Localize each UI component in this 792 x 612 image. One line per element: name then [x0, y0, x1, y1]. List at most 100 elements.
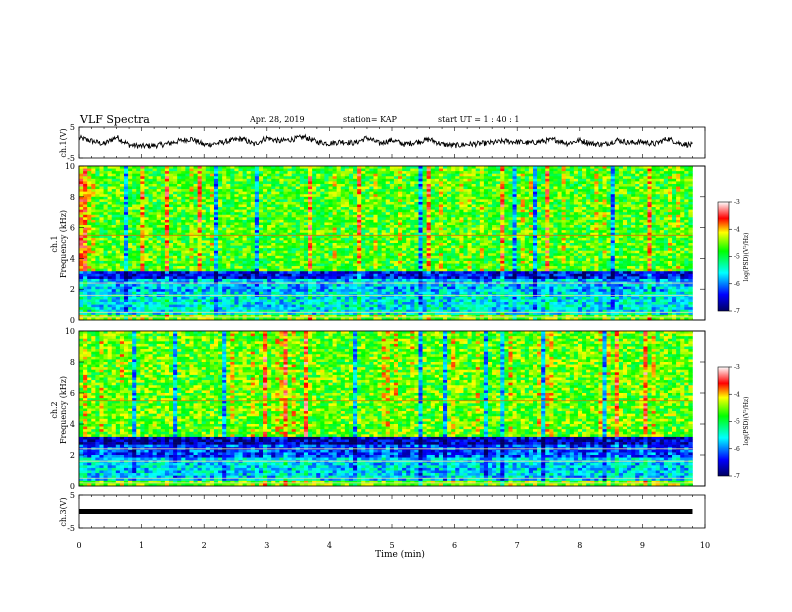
spectrogram-cell	[251, 194, 255, 197]
spectrogram-cell	[578, 194, 582, 197]
spectrogram-cell	[271, 212, 275, 215]
spectrogram-cell	[558, 199, 562, 202]
spectrogram-cell	[443, 194, 447, 197]
spectrogram-cell	[574, 197, 578, 200]
spectrogram-cell	[431, 184, 435, 187]
spectrogram-cell	[140, 215, 144, 218]
spectrogram-cell	[603, 202, 607, 205]
spectrogram-cell	[443, 199, 447, 202]
spectrogram-cell	[631, 202, 635, 205]
spectrogram-cell	[202, 174, 206, 177]
spectrogram-cell	[574, 207, 578, 210]
spectrogram-cell	[341, 176, 345, 179]
spectrogram-cell	[177, 174, 181, 177]
spectrogram-cell	[545, 192, 549, 195]
spectrogram-cell	[300, 210, 304, 213]
spectrogram-cell	[418, 212, 422, 215]
spectrogram-cell	[676, 202, 680, 205]
spectrogram-cell	[345, 184, 349, 187]
spectrogram-cell	[476, 202, 480, 205]
spectrogram-cell	[214, 197, 218, 200]
spectrogram-cell	[500, 176, 504, 179]
spectrogram-cell	[83, 187, 87, 190]
spectrogram-cell	[480, 202, 484, 205]
spectrogram-cell	[206, 199, 210, 202]
spectrogram-cell	[615, 189, 619, 192]
spectrogram-cell	[463, 181, 467, 184]
spectrogram-cell	[492, 207, 496, 210]
spectrogram-cell	[492, 215, 496, 218]
spectrogram-cell	[451, 215, 455, 218]
spectrogram-cell	[459, 169, 463, 172]
spectrogram-cell	[283, 217, 287, 220]
spectrogram-cell	[500, 169, 504, 172]
spectrogram-cell	[226, 189, 230, 192]
spectrogram-cell	[120, 181, 124, 184]
spectrogram-cell	[267, 184, 271, 187]
spectrogram-cell	[349, 205, 353, 208]
spectrogram-cell	[112, 179, 116, 182]
spectrogram-cell	[279, 169, 283, 172]
spectrogram-cell	[635, 192, 639, 195]
spectrogram-cell	[652, 184, 656, 187]
spectrogram-cell	[566, 207, 570, 210]
spectrogram-cell	[672, 171, 676, 174]
spectrogram-cell	[161, 215, 165, 218]
spectrogram-cell	[255, 176, 259, 179]
spectrogram-cell	[398, 166, 402, 169]
spectrogram-cell	[275, 197, 279, 200]
spectrogram-cell	[189, 176, 193, 179]
spectrogram-cell	[324, 187, 328, 190]
spectrogram-cell	[615, 194, 619, 197]
spectrogram-cell	[378, 189, 382, 192]
spectrogram-cell	[635, 210, 639, 213]
spectrogram-cell	[341, 210, 345, 213]
spectrogram-cell	[300, 187, 304, 190]
spectrogram-cell	[181, 192, 185, 195]
spectrogram-cell	[214, 171, 218, 174]
spectrogram-cell	[398, 181, 402, 184]
spectrogram-cell	[468, 184, 472, 187]
spectrogram-cell	[525, 179, 529, 182]
spectrogram-cell	[631, 207, 635, 210]
spectrogram-cell	[549, 212, 553, 215]
spectrogram-cell	[562, 171, 566, 174]
spectrogram-cell	[594, 176, 598, 179]
spectrogram-cell	[639, 179, 643, 182]
spectrogram-cell	[533, 207, 537, 210]
spectrogram-cell	[353, 199, 357, 202]
spectrogram-cell	[316, 174, 320, 177]
spectrogram-cell	[153, 176, 157, 179]
spectrogram-cell	[230, 205, 234, 208]
spectrogram-cell	[230, 217, 234, 220]
spectrogram-cell	[619, 166, 623, 169]
spectrogram-cell	[194, 194, 198, 197]
spectrogram-cell	[324, 189, 328, 192]
spectrogram-cell	[283, 192, 287, 195]
spectrogram-cell	[643, 212, 647, 215]
spectrogram-cell	[234, 207, 238, 210]
spectrogram-cell	[341, 181, 345, 184]
spectrogram-cell	[410, 217, 414, 220]
spectrogram-cell	[447, 199, 451, 202]
spectrogram-cell	[590, 212, 594, 215]
spectrogram-cell	[222, 189, 226, 192]
spectrogram-cell	[521, 212, 525, 215]
spectrogram-cell	[615, 187, 619, 190]
spectrogram-cell	[136, 166, 140, 169]
spectrogram-cell	[218, 212, 222, 215]
spectrogram-cell	[210, 205, 214, 208]
spectrogram-cell	[463, 187, 467, 190]
spectrogram-cell	[541, 174, 545, 177]
spectrogram-cell	[643, 197, 647, 200]
spectrogram-cell	[410, 192, 414, 195]
spectrogram-cell	[353, 202, 357, 205]
spectrogram-cell	[337, 176, 341, 179]
spectrogram-cell	[586, 192, 590, 195]
spectrogram-cell	[664, 197, 668, 200]
spectrogram-cell	[194, 202, 198, 205]
spectrogram-cell	[639, 166, 643, 169]
spectrogram-cell	[124, 202, 128, 205]
spectrogram-cell	[79, 169, 83, 172]
spectrogram-cell	[418, 197, 422, 200]
